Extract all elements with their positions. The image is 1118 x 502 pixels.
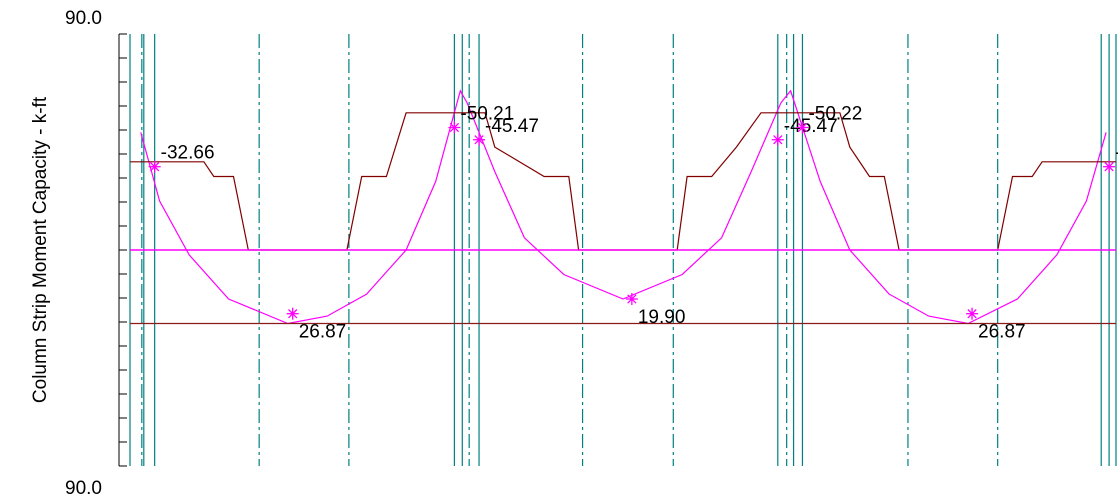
annotation-marker-4-stroke-3 [627, 294, 637, 304]
annotation-label-3: -45.47 [485, 116, 539, 137]
annotation-marker-1 [286, 307, 299, 320]
annotation-marker-3 [473, 133, 486, 146]
annotation-marker-7 [966, 307, 979, 320]
annotation-label-6: -50.22 [808, 104, 862, 125]
annotation-marker-4 [625, 293, 638, 305]
annotation-label-1: 26.87 [299, 322, 347, 343]
series [130, 89, 1116, 325]
annotation-marker-8 [1103, 160, 1116, 173]
y-axis-bottom-label: 90.0 [65, 478, 102, 499]
annotation-marker-5 [771, 133, 784, 146]
y-axis-top-label: 90.0 [65, 8, 102, 29]
y-axis-title: Column Strip Moment Capacity - k-ft [30, 96, 51, 403]
annotation-marker-1-stroke-3 [288, 309, 298, 319]
annotation-marker-0 [148, 160, 161, 173]
annotation-label-0: -32.66 [161, 143, 215, 164]
annotation-marker-8-stroke-3 [1104, 162, 1114, 172]
annotation-marker-6-stroke-3 [797, 122, 808, 133]
annotation-label-2: -50.21 [460, 104, 514, 125]
y-axis [118, 33, 127, 467]
annotation-marker-3-stroke-3 [474, 135, 484, 145]
series-line-0 [140, 89, 1107, 325]
annotation-marker-5-stroke-3 [773, 135, 783, 145]
annotation-marker-7-stroke-3 [967, 309, 977, 319]
annotation-marker-0-stroke-3 [149, 162, 160, 172]
annotation-marker-2 [448, 121, 461, 134]
annotation-label-8: -32.66 [1115, 143, 1118, 164]
series-line-1 [130, 112, 1116, 251]
annotation-marker-6 [796, 121, 809, 134]
annotation-label-7: 26.87 [978, 322, 1026, 343]
annotation-label-5: -45.47 [784, 116, 838, 137]
annotations: -32.6626.87-50.21-45.4719.90-45.47-50.22… [148, 104, 1118, 343]
annotation-marker-2-stroke-3 [449, 122, 460, 133]
annotation-label-4: 19.90 [638, 307, 686, 328]
